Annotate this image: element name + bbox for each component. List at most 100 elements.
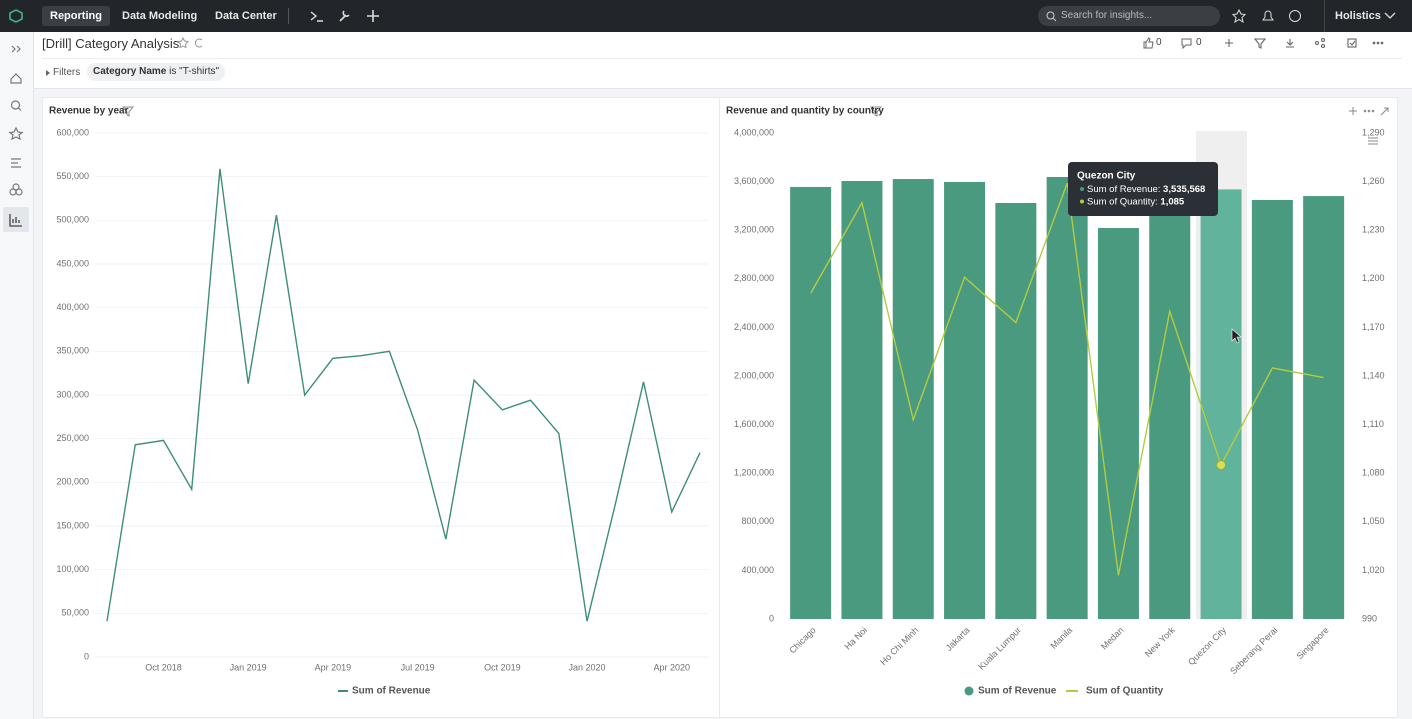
caret[interactable] bbox=[45, 69, 51, 77]
panel bbox=[42, 97, 720, 718]
y-tick-label: 800,000 bbox=[741, 516, 774, 526]
tooltip-value: 1,085 bbox=[1160, 196, 1184, 207]
y2-tick-label: 1,080 bbox=[1362, 468, 1385, 478]
separator bbox=[1324, 0, 1325, 32]
chart-title: Revenue and quantity by country bbox=[726, 106, 884, 117]
y-tick-label: 550,000 bbox=[56, 171, 89, 181]
header-actions[interactable] bbox=[1222, 36, 1392, 50]
bar bbox=[1149, 186, 1191, 619]
bar bbox=[1046, 176, 1088, 619]
top-nav: Reporting Data Modeling Data Center Sear… bbox=[0, 0, 1412, 32]
search-icon bbox=[1046, 11, 1057, 22]
x-tick-label: Singapore bbox=[1295, 625, 1331, 661]
y-tick-label: 1,600,000 bbox=[734, 419, 774, 429]
x-tick-label: Quezon City bbox=[1186, 625, 1228, 667]
nav-icons[interactable] bbox=[310, 9, 390, 23]
nav-item[interactable]: Data Modeling bbox=[122, 10, 198, 22]
bar bbox=[1097, 228, 1139, 619]
sidebar-icons[interactable] bbox=[0, 32, 33, 233]
search-box[interactable]: Search for insights... bbox=[1038, 6, 1220, 26]
nav-item[interactable]: Reporting bbox=[42, 6, 110, 26]
legend-label: Sum of Revenue bbox=[978, 686, 1057, 697]
y-tick-label: 0 bbox=[769, 613, 774, 623]
x-tick-label: Jakarta bbox=[944, 625, 972, 653]
like-icon[interactable] bbox=[1142, 37, 1154, 49]
y-tick-label: 400,000 bbox=[56, 302, 89, 312]
y2-tick-label: 1,260 bbox=[1362, 176, 1385, 186]
tooltip-row: Sum of Quantity: 1,085 bbox=[1087, 196, 1185, 207]
bar bbox=[841, 180, 883, 619]
y-tick-label: 600,000 bbox=[56, 127, 89, 137]
bar bbox=[790, 186, 832, 620]
legend-swatch bbox=[964, 686, 974, 696]
user-name[interactable]: Holistics bbox=[1335, 10, 1381, 22]
nav-right-icons[interactable] bbox=[1232, 9, 1304, 23]
x-tick-label: New York bbox=[1143, 625, 1177, 659]
tooltip bbox=[1068, 162, 1218, 216]
bar bbox=[1200, 189, 1242, 620]
filter-chip[interactable]: Category Name is "T-shirts" bbox=[87, 63, 226, 81]
y-tick-label: 500,000 bbox=[56, 215, 89, 225]
bar bbox=[944, 181, 986, 620]
comment-icon[interactable] bbox=[1180, 37, 1193, 49]
y-tick-label: 300,000 bbox=[56, 389, 89, 399]
tooltip-colon: : bbox=[1158, 184, 1163, 195]
y2-tick-label: 1,110 bbox=[1362, 419, 1384, 429]
dashboard-title: [Drill] Category Analysis bbox=[42, 36, 180, 51]
tooltip-row: Sum of Revenue: 3,535,568 bbox=[1087, 184, 1205, 195]
x-tick-label: Ho Chi Minh bbox=[878, 625, 920, 667]
y2-tick-label: 1,170 bbox=[1362, 322, 1385, 332]
x-tick-label: Jan 2020 bbox=[569, 662, 606, 672]
line bbox=[810, 182, 1324, 576]
y-tick-label: 50,000 bbox=[61, 608, 89, 618]
y2-tick-label: 1,200 bbox=[1362, 273, 1385, 283]
y-tick-label: 350,000 bbox=[56, 346, 89, 356]
nav-item[interactable]: Data Center bbox=[215, 10, 277, 22]
x-tick-label: Medan bbox=[1099, 625, 1126, 652]
filters-label[interactable]: Filters bbox=[53, 67, 81, 78]
title-icons[interactable] bbox=[177, 37, 207, 49]
y-tick-label: 0 bbox=[84, 651, 89, 661]
legend-label: Sum of Revenue bbox=[352, 686, 431, 697]
y-tick-label: 150,000 bbox=[56, 520, 89, 530]
bar bbox=[995, 202, 1037, 619]
y-tick-label: 2,800,000 bbox=[734, 273, 774, 283]
cursor bbox=[1231, 328, 1242, 344]
tooltip-bullet bbox=[1080, 199, 1084, 204]
y-tick-label: 3,200,000 bbox=[734, 225, 774, 235]
y-tick-label: 4,000,000 bbox=[734, 127, 774, 137]
tooltip-name: Sum of Revenue bbox=[1087, 184, 1158, 195]
logo[interactable] bbox=[9, 9, 23, 23]
x-tick-label: Manila bbox=[1048, 625, 1074, 651]
x-tick-label: Oct 2018 bbox=[145, 662, 182, 672]
y2-tick-label: 1,290 bbox=[1362, 127, 1385, 137]
comment-count: 0 bbox=[1196, 37, 1202, 48]
x-tick-label: Ha Noi bbox=[843, 625, 870, 652]
y-tick-label: 200,000 bbox=[56, 477, 89, 487]
y2-tick-label: 1,230 bbox=[1362, 225, 1385, 235]
line bbox=[106, 168, 701, 622]
tooltip-title: Quezon City bbox=[1077, 171, 1136, 182]
y-tick-label: 1,200,000 bbox=[734, 468, 774, 478]
y-tick-label: 450,000 bbox=[56, 258, 89, 268]
like-count: 0 bbox=[1156, 37, 1162, 48]
y-tick-label: 250,000 bbox=[56, 433, 89, 443]
bar bbox=[1303, 196, 1345, 619]
x-tick-label: Chicago bbox=[787, 625, 817, 655]
sidebar bbox=[0, 32, 34, 719]
y-tick-label: 100,000 bbox=[56, 564, 89, 574]
chevron[interactable] bbox=[1384, 12, 1396, 20]
filter-operator: is bbox=[169, 66, 177, 77]
separator bbox=[288, 8, 289, 24]
x-tick-label: Jul 2019 bbox=[401, 662, 435, 672]
y-tick-label: 400,000 bbox=[741, 565, 774, 575]
y2-tick-label: 1,020 bbox=[1362, 565, 1385, 575]
tooltip-bullet bbox=[1080, 187, 1084, 191]
x-tick-label: Apr 2020 bbox=[653, 662, 690, 672]
x-tick-label: Seberang Perai bbox=[1228, 625, 1279, 676]
search-placeholder: Search for insights... bbox=[1061, 10, 1153, 21]
x-tick-label: Oct 2019 bbox=[484, 662, 521, 672]
tooltip-colon: : bbox=[1155, 196, 1160, 207]
filter-value: "T-shirts" bbox=[179, 66, 220, 77]
